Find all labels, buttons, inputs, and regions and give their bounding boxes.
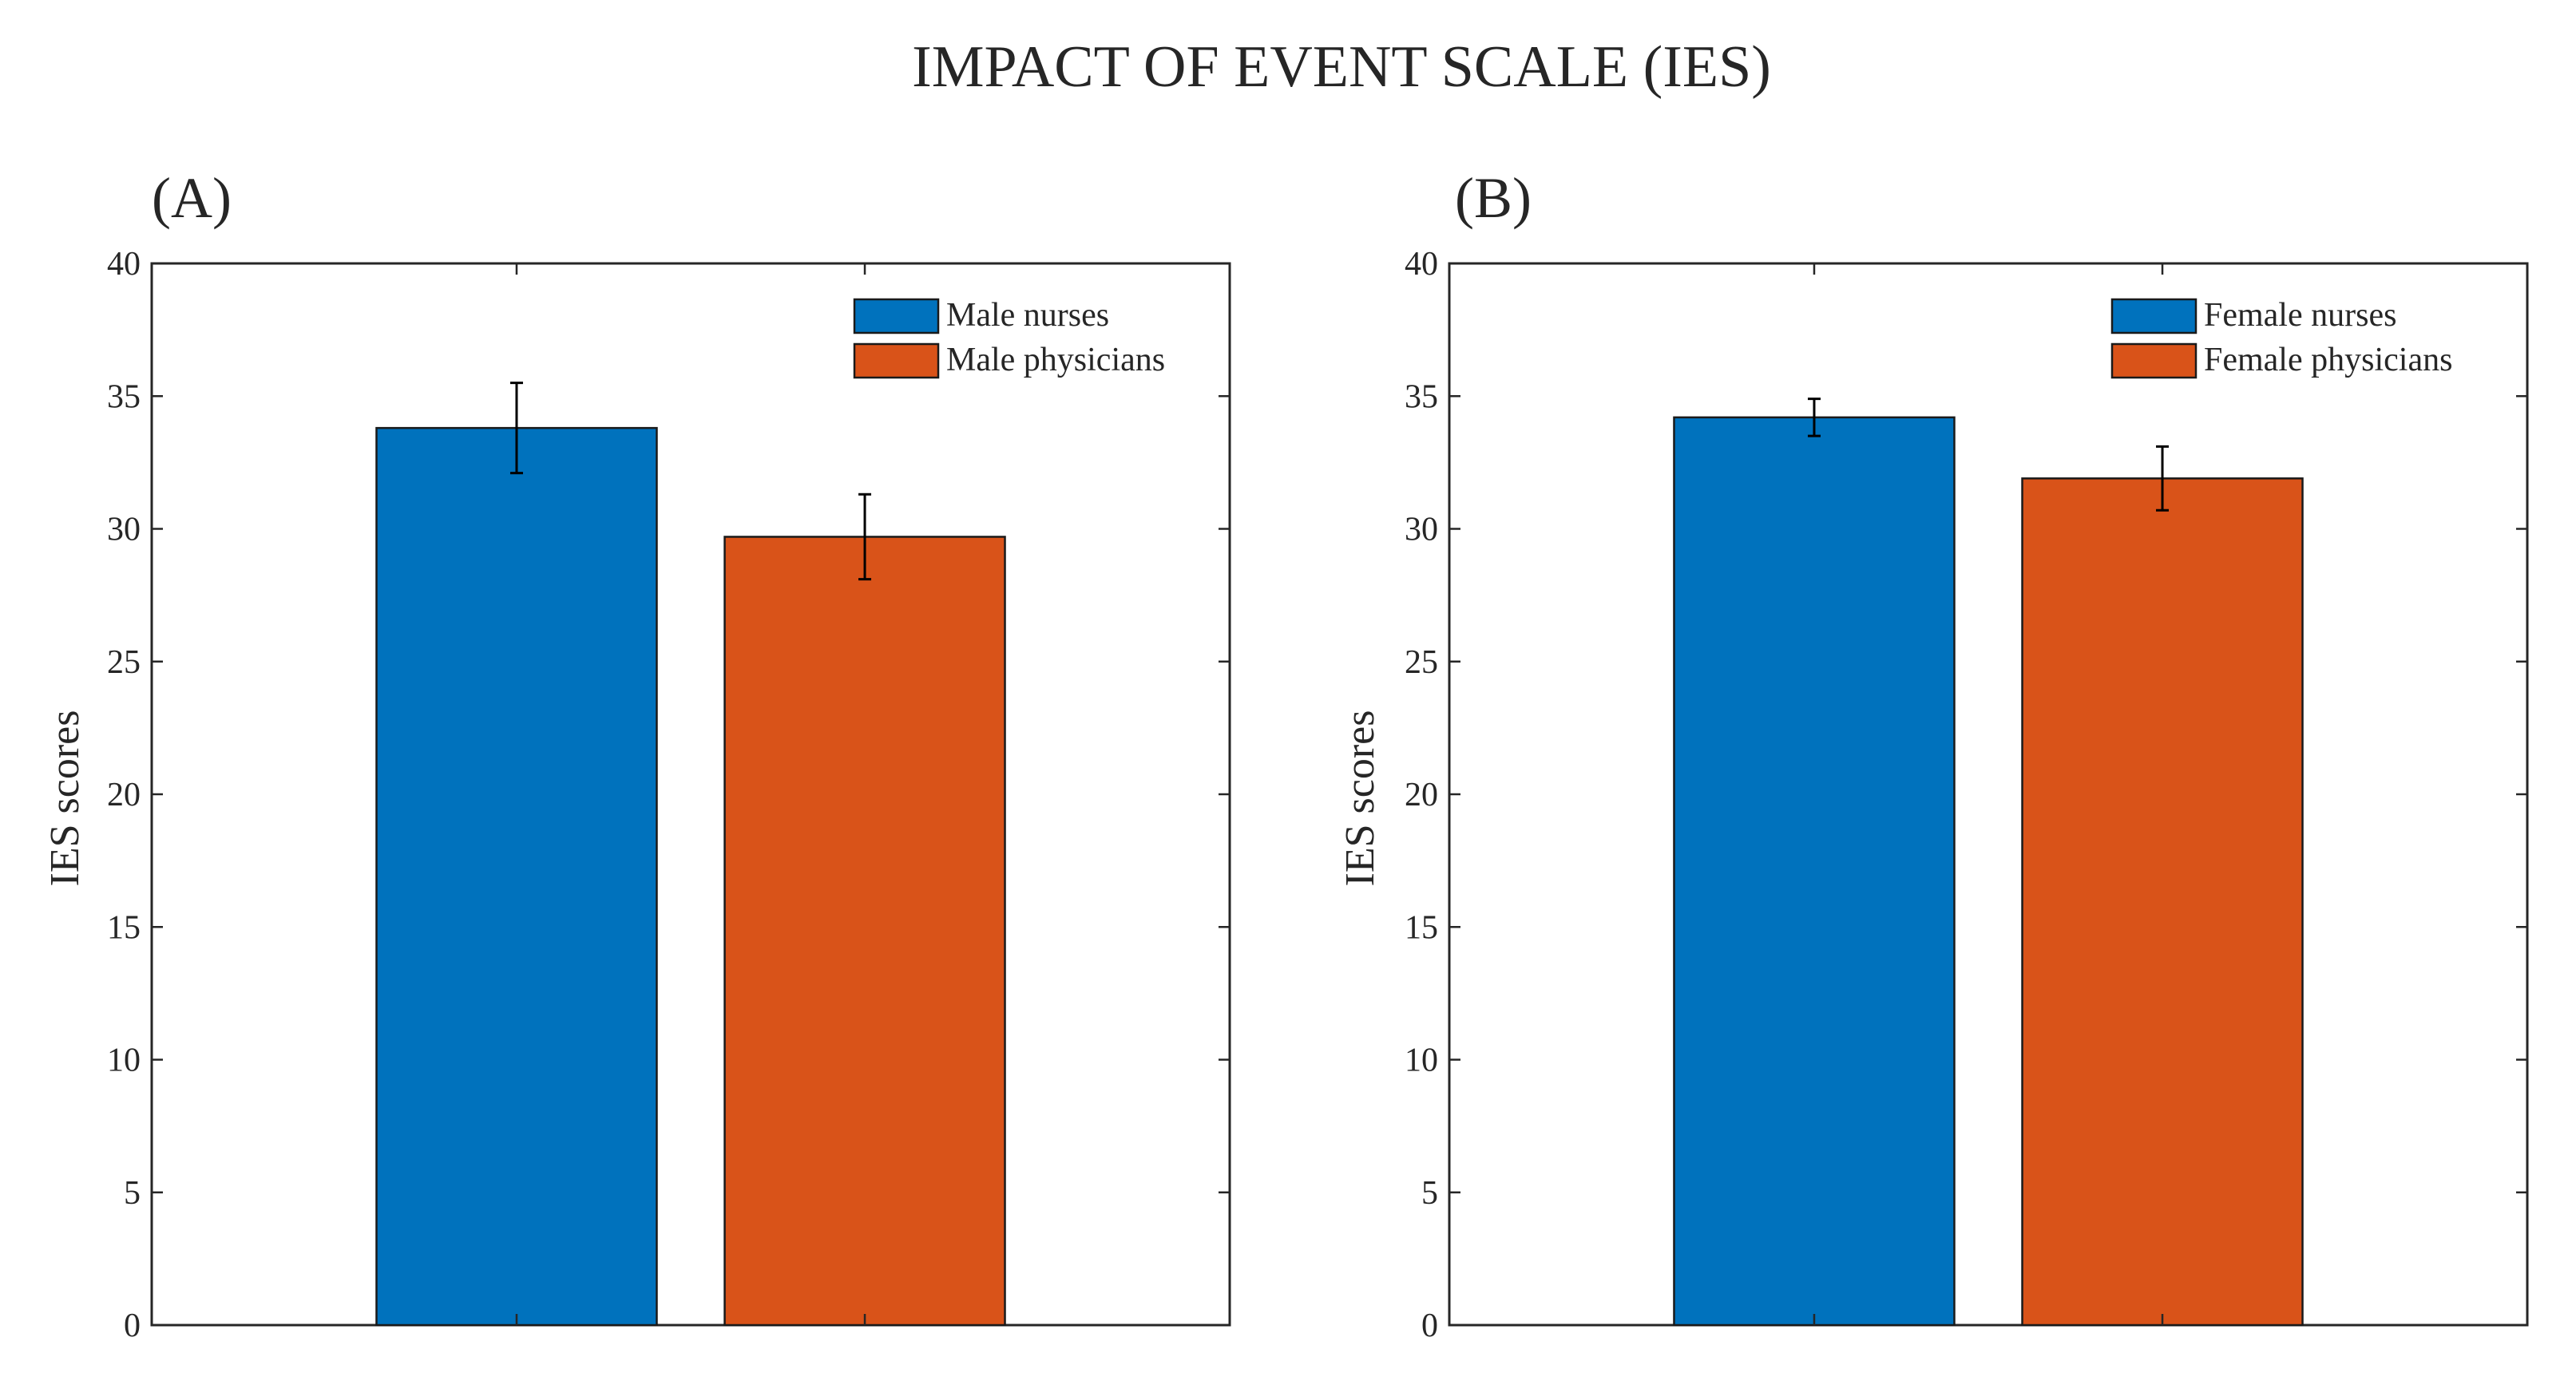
bar-male-nurses bbox=[375, 426, 658, 1327]
y-tick-label-35: 35 bbox=[1405, 378, 1438, 415]
y-tick-label-15: 15 bbox=[1405, 909, 1438, 946]
y-tick-label-0: 0 bbox=[124, 1308, 141, 1344]
legend-label-0: Female nurses bbox=[2204, 297, 2396, 334]
y-tick-label-15: 15 bbox=[107, 909, 141, 946]
bar-male-physicians bbox=[723, 536, 1006, 1327]
legend-label-0: Male nurses bbox=[946, 297, 1109, 334]
y-axis-label-b: IES scores bbox=[1338, 710, 1383, 887]
panel-b: (B) IES scores 0 5 10 15 20 25 30 35 40 Female n… bbox=[1338, 166, 2529, 1344]
bar-female-nurses bbox=[1673, 416, 1956, 1327]
y-tick-label-10: 10 bbox=[107, 1043, 141, 1079]
legend-swatch-1 bbox=[853, 342, 940, 379]
y-tick-label-40: 40 bbox=[107, 246, 141, 283]
y-tick-label-5: 5 bbox=[124, 1175, 141, 1212]
y-ticks-a: 0 5 10 15 20 25 30 35 40 bbox=[107, 246, 1230, 1344]
panel-a: (A) IES scores 0 5 10 15 20 25 30 35 40 Male nur… bbox=[42, 166, 1231, 1344]
legend-a: Male nurses Male physicians bbox=[853, 297, 1165, 379]
y-tick-label-30: 30 bbox=[1405, 512, 1438, 548]
y-tick-label-35: 35 bbox=[107, 378, 141, 415]
y-tick-label-40: 40 bbox=[1405, 246, 1438, 283]
legend-swatch-0 bbox=[853, 298, 940, 334]
plot-frame-a bbox=[150, 262, 1231, 1327]
y-tick-label-25: 25 bbox=[1405, 644, 1438, 681]
bar-female-physicians bbox=[2021, 477, 2304, 1327]
legend-swatch-1 bbox=[2110, 342, 2198, 379]
bars-a bbox=[375, 263, 1006, 1327]
bars-b bbox=[1673, 263, 2304, 1327]
y-axis-label-text-b: IES scores bbox=[1338, 710, 1383, 887]
y-ticks-b: 0 5 10 15 20 25 30 35 40 bbox=[1405, 246, 2527, 1344]
y-axis-label-a: IES scores bbox=[42, 710, 88, 887]
panel-label-b: (B) bbox=[1455, 166, 1532, 230]
y-axis-label-text-a: IES scores bbox=[42, 710, 88, 887]
y-tick-label-20: 20 bbox=[1405, 777, 1438, 813]
plot-frame-b bbox=[1448, 262, 2529, 1327]
legend-swatch-0 bbox=[2110, 298, 2198, 334]
figure-title: IMPACT OF EVENT SCALE (IES) bbox=[912, 34, 1771, 100]
y-tick-label-5: 5 bbox=[1421, 1175, 1438, 1212]
legend-label-1: Female physicians bbox=[2204, 342, 2452, 378]
y-tick-label-10: 10 bbox=[1405, 1043, 1438, 1079]
legend-label-1: Male physicians bbox=[946, 342, 1165, 378]
legend-b: Female nurses Female physicians bbox=[2110, 297, 2452, 379]
y-tick-label-0: 0 bbox=[1421, 1308, 1438, 1344]
y-tick-label-25: 25 bbox=[107, 644, 141, 681]
panel-label-a: (A) bbox=[152, 166, 232, 230]
y-tick-label-20: 20 bbox=[107, 777, 141, 813]
y-tick-label-30: 30 bbox=[107, 512, 141, 548]
